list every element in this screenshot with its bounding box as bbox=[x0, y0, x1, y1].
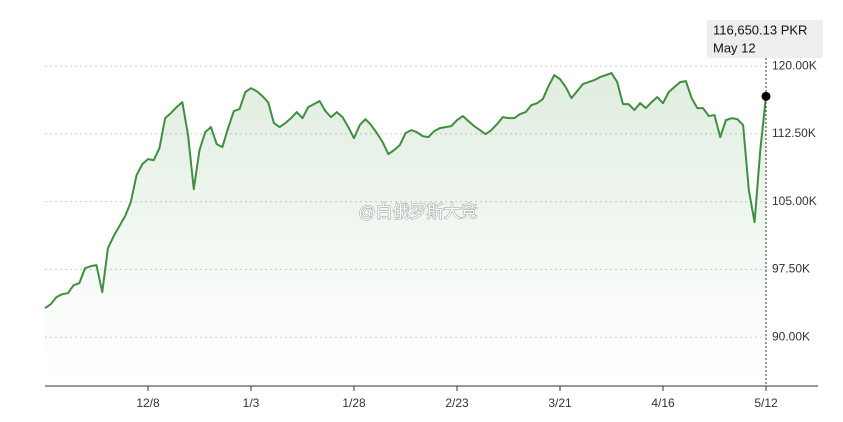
watermark: @白俄罗斯大竞 bbox=[358, 202, 477, 221]
line bbox=[44, 72, 767, 310]
hover-point bbox=[761, 91, 771, 101]
x-tick-label: 1/3 bbox=[243, 396, 260, 410]
area bbox=[45, 73, 766, 387]
x-tick-label: 12/8 bbox=[136, 396, 160, 410]
y-tick-label: 90.00K bbox=[772, 329, 810, 343]
y-tick-label: 105.00K bbox=[772, 194, 817, 208]
tooltip-value: 116,650.13 PKR bbox=[713, 22, 807, 37]
y-tick-label: 120.00K bbox=[772, 58, 817, 72]
x-tick-label: 3/21 bbox=[548, 396, 572, 410]
y-tick-label: 97.50K bbox=[772, 262, 810, 276]
x-tick-label: 2/23 bbox=[445, 396, 469, 410]
x-tick-label: 5/12 bbox=[754, 396, 778, 410]
tooltip-box bbox=[707, 20, 823, 58]
x-tick-label: 1/28 bbox=[342, 396, 366, 410]
x-tick-label: 4/16 bbox=[651, 396, 675, 410]
y-tick-label: 112.50K bbox=[772, 126, 816, 140]
tooltip-date: May 12 bbox=[713, 40, 756, 55]
